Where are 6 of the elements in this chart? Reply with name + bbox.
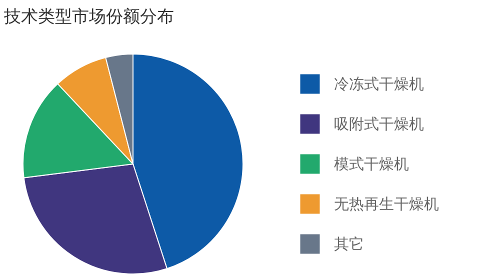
legend-label: 无热再生干燥机 <box>334 195 439 213</box>
chart-title: 技术类型市场份额分布 <box>3 7 174 27</box>
legend-label: 吸附式干燥机 <box>334 115 424 133</box>
legend-label: 其它 <box>334 235 364 253</box>
legend-label: 冷冻式干燥机 <box>334 75 424 93</box>
legend-label: 模式干燥机 <box>334 155 409 173</box>
